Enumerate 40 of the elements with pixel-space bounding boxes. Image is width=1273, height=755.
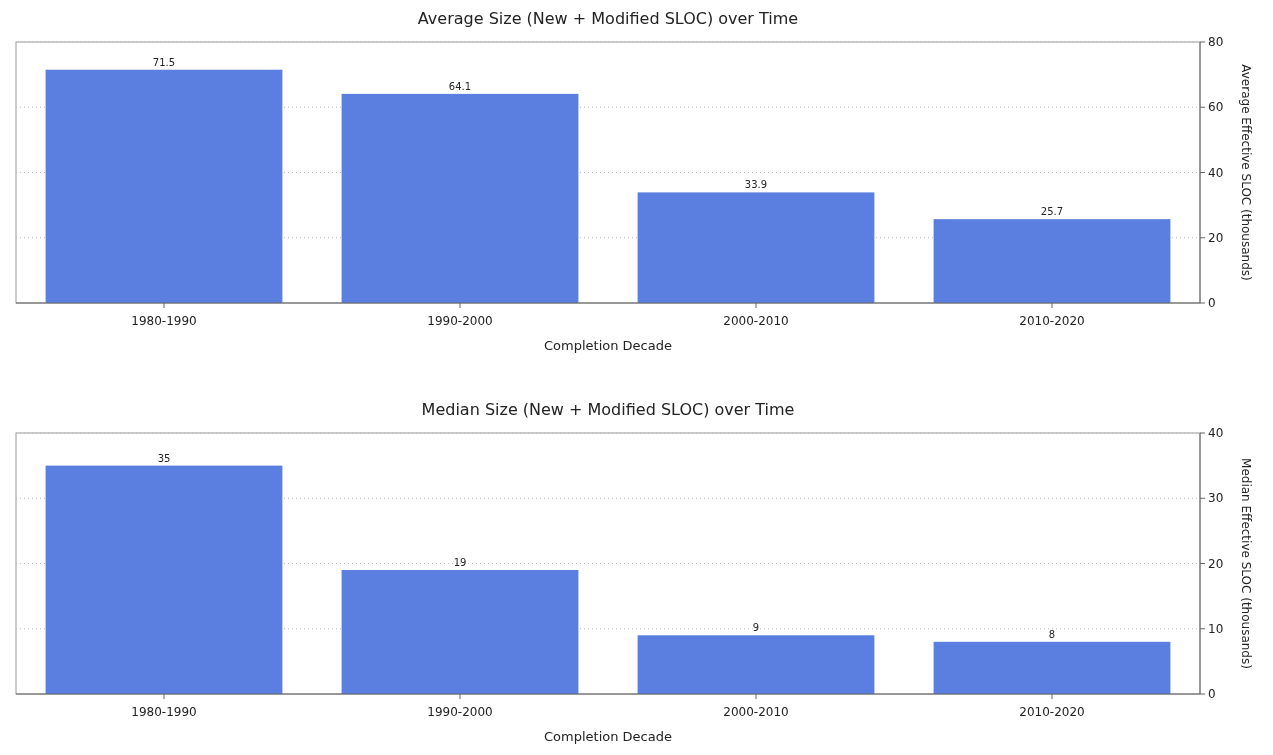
y2-tick-label: 60 [1208, 100, 1224, 115]
x-tick-label: 1980-1990 [131, 705, 197, 719]
y2-tick-label: 30 [1208, 491, 1224, 506]
y2-tick-label: 40 [1208, 165, 1224, 180]
data-label: 19 [453, 557, 467, 569]
bar [45, 69, 283, 303]
y2-axis-title: Average Effective SLOC (thousands) [1239, 64, 1253, 281]
y2-tick-label: 40 [1208, 426, 1224, 441]
bar [933, 219, 1171, 303]
data-label: 71.5 [152, 56, 176, 68]
x-tick-label: 2000-2010 [723, 705, 789, 719]
x-axis-title: Completion Decade [544, 338, 672, 353]
x-tick-label: 1990-2000 [427, 705, 493, 719]
y2-tick-label: 20 [1208, 556, 1224, 571]
x-tick-label: 1980-1990 [131, 314, 197, 328]
bar [933, 641, 1171, 694]
x-tick-label: 1990-2000 [427, 314, 493, 328]
x-axis-title: Completion Decade [544, 729, 672, 744]
bar [45, 465, 283, 694]
y2-tick-label: 80 [1208, 35, 1224, 50]
data-label: 33.9 [744, 179, 768, 191]
y2-tick-label: 20 [1208, 230, 1224, 245]
x-tick-label: 2010-2020 [1019, 705, 1085, 719]
y2-tick-label: 0 [1208, 687, 1216, 702]
data-label: 25.7 [1040, 206, 1064, 218]
data-label: 35 [157, 452, 171, 464]
y2-tick-label: 10 [1208, 621, 1224, 636]
chart-title: Average Size (New + Modified SLOC) over Time [417, 9, 799, 28]
x-tick-label: 2010-2020 [1019, 314, 1085, 328]
x-tick-label: 2000-2010 [723, 314, 789, 328]
bar [341, 93, 579, 303]
bar [637, 192, 875, 303]
y2-tick-label: 0 [1208, 296, 1216, 311]
data-label: 8 [1048, 628, 1056, 640]
chart-title: Median Size (New + Modified SLOC) over Time [421, 400, 795, 419]
data-label: 9 [752, 622, 760, 634]
bar [341, 570, 579, 694]
bar [637, 635, 875, 694]
y2-axis-title: Median Effective SLOC (thousands) [1239, 458, 1253, 669]
data-label: 64.1 [448, 80, 472, 92]
